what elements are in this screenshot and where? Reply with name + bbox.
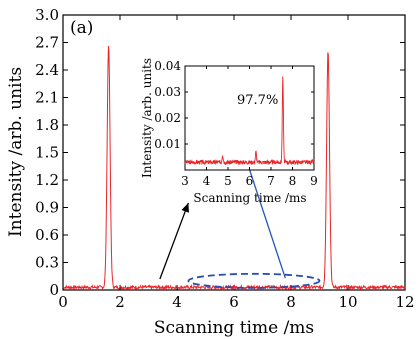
main-x-tick-label: 0 <box>58 293 68 311</box>
main-x-ticks: 0 2 4 6 8 10 12 <box>58 15 415 311</box>
main-y-tick-label: 1.5 <box>35 144 59 162</box>
inset-y-ticks: 0.01 0.02 0.03 0.04 <box>154 59 314 151</box>
main-x-tick-label: 2 <box>115 293 125 311</box>
inset-y-tick-label: 0.04 <box>154 59 181 73</box>
main-x-tick-label: 10 <box>338 293 357 311</box>
inset-y-axis-label: Intensity /arb. units <box>140 58 154 178</box>
main-y-tick-label: 0.6 <box>35 226 59 244</box>
inset-y-tick-label: 0.02 <box>154 111 181 125</box>
inset-x-tick-label: 8 <box>289 174 297 188</box>
inset-plot-frame <box>184 65 315 171</box>
inset-x-tick-label: 7 <box>267 174 275 188</box>
inset-x-tick-label: 6 <box>246 174 254 188</box>
annotation-arrow-line <box>159 202 190 280</box>
panel-label: (a) <box>70 18 93 38</box>
main-y-tick-label: 1.2 <box>35 171 59 189</box>
main-x-tick-label: 8 <box>286 293 296 311</box>
annotation-arrow-head <box>181 202 189 213</box>
inset-annotation: 97.7% <box>237 93 278 108</box>
main-y-tick-label: 0.9 <box>35 199 59 217</box>
inset-x-tick-label: 4 <box>203 174 211 188</box>
main-plot: 0 2 4 6 8 10 12 0 0.3 0.6 0.9 1.2 1.5 1.8 2.1 2.4 2.7 3.… <box>6 6 415 338</box>
main-y-tick-label: 3.0 <box>35 6 59 24</box>
main-y-tick-label: 2.1 <box>35 89 59 107</box>
inset-y-tick-label: 0.03 <box>154 85 181 99</box>
inset-y-tick-label: 0.01 <box>154 137 181 151</box>
inset-x-tick-label: 9 <box>310 174 318 188</box>
inset-series-line <box>184 76 315 166</box>
main-x-tick-label: 12 <box>395 293 414 311</box>
main-series-line <box>62 46 406 291</box>
main-y-tick-label: 0 <box>49 281 59 299</box>
main-y-tick-label: 2.4 <box>35 61 59 79</box>
main-y-tick-label: 0.3 <box>35 254 59 272</box>
main-x-tick-label: 6 <box>229 293 239 311</box>
main-x-axis-label: Scanning time /ms <box>154 318 314 338</box>
main-x-tick-label: 4 <box>172 293 182 311</box>
dashed-ellipse-annotation <box>187 272 321 289</box>
main-y-ticks: 0 0.3 0.6 0.9 1.2 1.5 1.8 2.1 2.4 2.7 3.0 <box>35 6 405 299</box>
main-y-tick-label: 1.8 <box>35 116 59 134</box>
inset-x-axis-label: Scanning time /ms <box>193 191 306 205</box>
inset-x-tick-label: 5 <box>224 174 232 188</box>
annotation-arrow-line <box>244 156 286 279</box>
main-y-axis-label: Intensity /arb. units <box>6 67 26 237</box>
main-y-tick-label: 2.7 <box>35 34 59 52</box>
inset-x-tick-label: 3 <box>181 174 189 188</box>
